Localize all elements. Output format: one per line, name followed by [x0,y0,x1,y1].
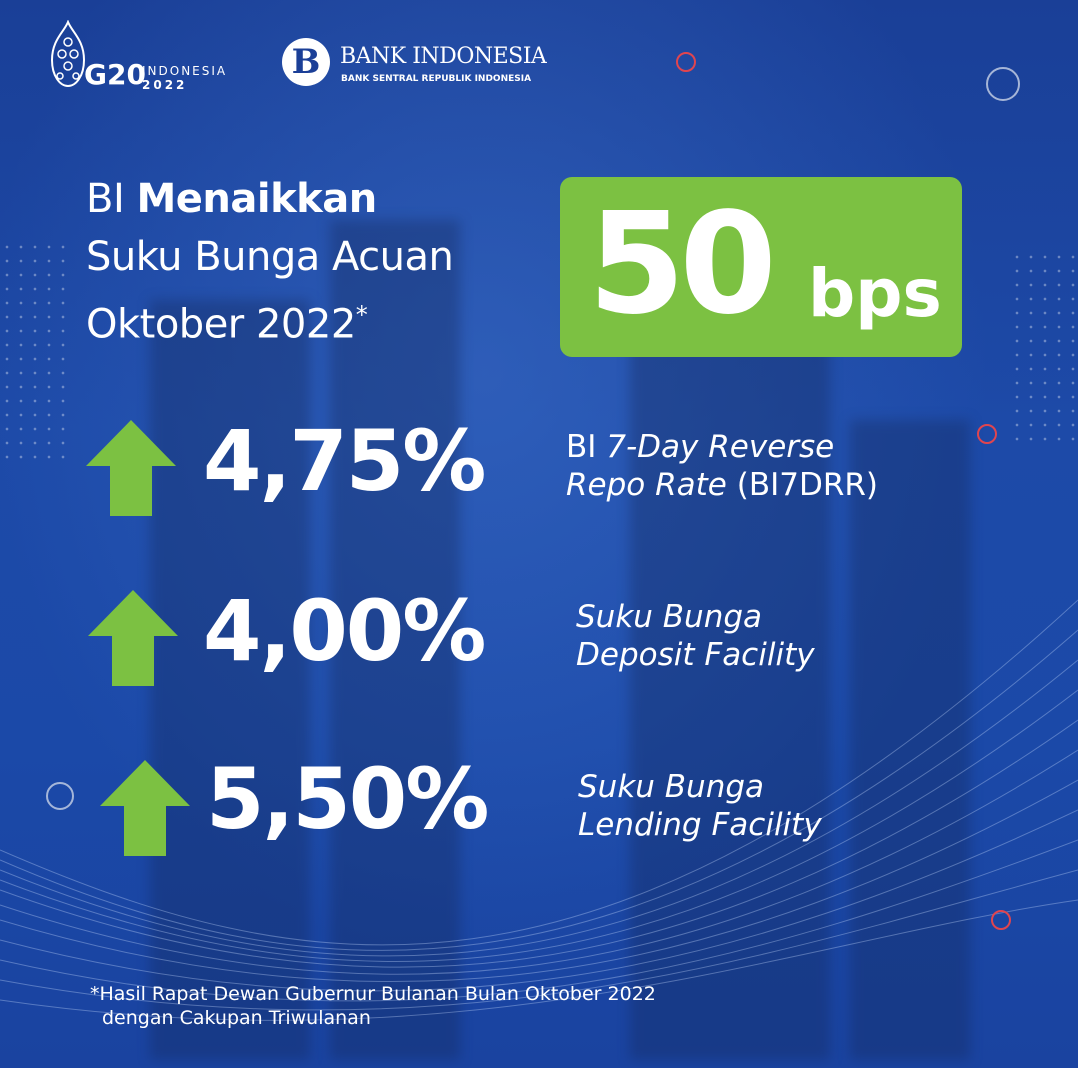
background-building [630,330,830,1060]
arrow-up-icon [88,590,178,686]
ring-decoration [986,67,1020,101]
background-building [850,420,970,1060]
g20-emblem-icon [50,20,86,88]
rate-value-deposit-facility: 4,00% [203,582,486,680]
increase-badge: 50 bps [560,177,962,357]
g20-mark: G20 [84,58,146,91]
ring-decoration [977,424,997,444]
rate-label-deposit-facility: Suku Bunga Deposit Facility [576,599,815,673]
headline-line3: Oktober 2022* [86,301,368,348]
dot-pattern [0,240,70,460]
g20-logo: G20 INDONESIA 2022 [48,20,258,92]
bi-emblem-icon: B [282,38,330,86]
bi-tagline: BANK SENTRAL REPUBLIK INDONESIA [341,74,532,84]
g20-year: 2022 [142,78,188,92]
background-building [330,220,460,1060]
rate-label-bi7drr: BI 7-Day Reverse Repo Rate (BI7DRR) [566,429,879,503]
headline-line2: Suku Bunga Acuan [86,234,454,280]
increase-unit: bps [808,255,942,332]
arrow-up-icon [100,760,190,856]
wave-lines [0,599,1078,1021]
dot-pattern [1010,250,1078,450]
headline: BI Menaikkan Suku Bunga Acuan Oktober 20… [86,170,454,353]
ring-decoration [991,910,1011,930]
background-building [150,300,310,1060]
footnote: *Hasil Rapat Dewan Gubernur Bulanan Bula… [90,983,656,1029]
rate-label-lending-facility: Suku Bunga Lending Facility [578,769,822,843]
rate-value-lending-facility: 5,50% [206,750,489,848]
ring-decoration [46,782,74,810]
headline-line1: BI Menaikkan [86,176,377,222]
bi-name: BANK INDONESIA [340,44,547,69]
g20-country: INDONESIA [142,64,228,78]
ring-decoration [676,52,696,72]
arrow-up-icon [86,420,176,516]
bank-indonesia-logo: B BANK INDONESIA BANK SENTRAL REPUBLIK I… [282,38,572,90]
rate-value-bi7drr: 4,75% [203,412,486,510]
increase-value: 50 [588,183,777,346]
